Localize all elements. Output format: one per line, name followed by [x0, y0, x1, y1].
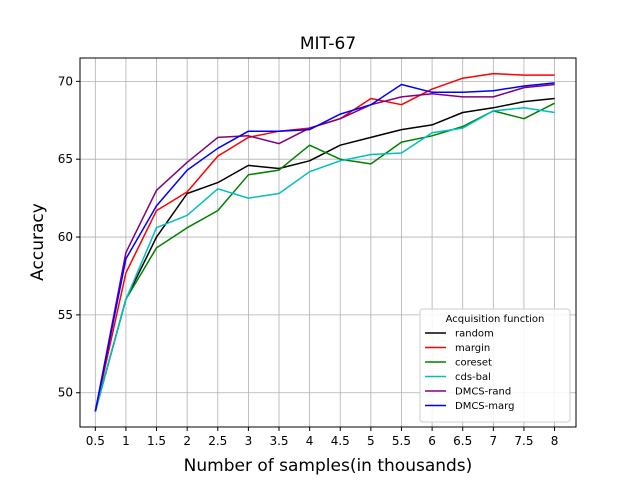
plot-frame	[79, 57, 577, 428]
x-tick-label: 0.5	[86, 434, 105, 448]
x-tick-label: 7	[490, 434, 498, 448]
legend-label: random	[455, 329, 494, 340]
x-tick-label: 4	[306, 434, 314, 448]
x-tick-label: 3.5	[269, 434, 288, 448]
x-tick-label: 5.5	[392, 434, 411, 448]
x-tick-label: 2	[183, 434, 191, 448]
y-axis-ticks: 50 55 60 65 70	[58, 74, 80, 400]
legend-label: margin	[455, 343, 490, 354]
chart-title: MIT-67	[300, 34, 356, 54]
legend-label: cds-bal	[455, 372, 491, 383]
legend-label: DMCS-rand	[455, 387, 511, 398]
y-tick-label: 70	[58, 74, 73, 88]
y-tick-label: 60	[58, 230, 73, 244]
series-lines	[94, 72, 555, 412]
y-tick-label: 65	[58, 152, 73, 166]
legend-box	[419, 308, 571, 423]
x-axis-ticks: 0.5 1 1.5 2 2.5 3 3.5 4 4.5 5 5.5 6 6.5 7 7.5 8	[86, 427, 559, 448]
legend-label: DMCS-marg	[455, 401, 514, 412]
series-line-dmcs-marg	[94, 82, 555, 412]
series-line-cds-bal	[94, 107, 555, 412]
series-line-dmcs-rand	[94, 83, 555, 412]
x-tick-label: 6	[428, 434, 436, 448]
y-axis-label: Accuracy	[28, 203, 48, 281]
x-tick-label: 1.5	[147, 434, 166, 448]
y-tick-label: 55	[58, 308, 73, 322]
x-tick-label: 2.5	[208, 434, 227, 448]
x-tick-label: 3	[245, 434, 253, 448]
legend-label: coreset	[455, 358, 492, 369]
x-tick-label: 7.5	[514, 434, 533, 448]
legend: Acquisition function random margin coreset…	[419, 308, 571, 423]
x-tick-label: 8	[551, 434, 559, 448]
legend-items: random margin coreset cds-bal DMCS-rand DMCS-…	[425, 329, 514, 412]
x-axis-label: Number of samples(in thousands)	[184, 456, 473, 476]
legend-title: Acquisition function	[446, 314, 545, 325]
x-tick-label: 6.5	[453, 434, 472, 448]
y-tick-label: 50	[58, 386, 73, 400]
x-tick-label: 5	[367, 434, 375, 448]
x-tick-label: 1	[122, 434, 130, 448]
x-tick-label: 4.5	[331, 434, 350, 448]
